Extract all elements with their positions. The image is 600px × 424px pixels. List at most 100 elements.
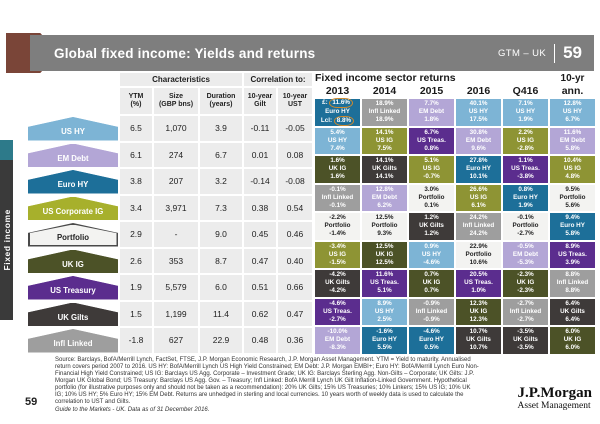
quilt-cell-name: US IG <box>375 136 394 144</box>
value-us_corporate_ig-3: 0.38 <box>244 195 276 220</box>
gtm-label: GTM – UK <box>498 47 547 59</box>
quilt-cell-2015-euro_hy: -4.6% Euro HY 0.5% <box>409 327 454 354</box>
quilt-cell-top-value: 27.8% <box>469 157 488 165</box>
value-portfolio-1: - <box>154 222 198 247</box>
quilt-cell-name: Euro HY <box>560 222 585 230</box>
quilt-cell-2014-us_hy: 8.9% US HY 2.5% <box>362 298 407 325</box>
quilt-cell-name: Infl Linked <box>462 222 495 230</box>
row-arrow-fill: UK Gilts <box>28 302 118 326</box>
column-header-0: YTM (%) <box>120 88 152 114</box>
value-portfolio-3: 0.45 <box>244 222 276 247</box>
quilt-cell-bottom-value: 5.8% <box>565 230 580 238</box>
quilt-cell-top-value: 12.3% <box>469 299 488 307</box>
quilt-cell-bottom-value: 6.1% <box>471 201 486 209</box>
quilt-cell-name: UK Gilts <box>466 336 491 344</box>
quilt-cell-top-value: -0.1% <box>517 214 534 222</box>
quilt-cell-10-yr ann.-infl_linked: 8.8% Infl Linked 8.8% <box>550 270 595 297</box>
quilt-cell-2013-us_hy: 5.4% US HY 7.4% <box>315 127 360 154</box>
value-euro_hy-2: 3.2 <box>200 169 242 194</box>
row-label-infl_linked: Infl Linked <box>28 328 118 353</box>
quilt-cell-name: US IG <box>422 165 441 173</box>
row-arrow-us_corporate_ig: US Corporate IG <box>28 196 118 220</box>
quilt-cell-top-value: -4.2% <box>329 271 346 279</box>
quilt-cell-top-value: 11.6% <box>563 128 582 136</box>
quilt-cell-2013-euro_hy: £: 11.6% Euro HY Lcl: 8.8% <box>315 98 360 127</box>
quilt-cell-top-value: 6.7% <box>424 128 439 136</box>
quilt-cell-top-value: 8.9% <box>377 299 392 307</box>
quilt-cell-2015-uk_gilts: 1.2% UK Gilts 1.2% <box>409 213 454 240</box>
quilt-cell-bottom-value: 1.2% <box>424 230 439 238</box>
quilt-cell-bottom-value: 3.9% <box>565 258 580 266</box>
row-arrow-euro_hy: Euro HY <box>28 170 118 194</box>
quilt-cell-2015-us_hy: 0.9% US HY -4.6% <box>409 241 454 268</box>
row-label-portfolio: Portfolio <box>28 222 118 247</box>
quilt-cell-bottom-value: 0.5% <box>424 344 439 352</box>
header-divider <box>554 43 556 63</box>
quilt-cell-top-value: -1.6% <box>376 328 393 336</box>
quilt-cell-top-value: 11.6% <box>375 271 394 279</box>
value-us_hy-1: 1,070 <box>154 116 198 141</box>
quilt-cell-bottom-value: 7.4% <box>330 144 345 152</box>
quilt-cell-2013-portfolio: -2.2% Portfolio -1.4% <box>315 213 360 240</box>
quilt-cell-2015-uk_ig: 0.7% UK IG 0.7% <box>409 270 454 297</box>
guide-note: Guide to the Markets - UK. Data as of 31… <box>55 407 210 413</box>
quilt-cell-top-value: 14.1% <box>375 128 394 136</box>
quilt-cell-name: US IG <box>516 136 535 144</box>
quilt-cell-bottom-value: -0.7% <box>423 173 440 181</box>
value-uk_gilts-1: 1,199 <box>154 301 198 326</box>
quilt-cell-top-value: 7.7% <box>424 100 439 108</box>
quilt-cell-name: UK IG <box>422 279 441 287</box>
quilt-cell-Q416-infl_linked: -2.7% Infl Linked -2.7% <box>503 298 548 325</box>
quilt-cell-top-value: 0.9% <box>424 242 439 250</box>
quilt-cell-2014-infl_linked: 18.9% Infl Linked 18.9% <box>362 99 407 126</box>
value-infl_linked-4: 0.36 <box>278 328 312 353</box>
quilt-cell-2015-infl_linked: -0.9% Infl Linked -0.9% <box>409 298 454 325</box>
quilt-cell-bottom-value: 2.5% <box>377 315 392 323</box>
quilt-cell-2014-us_treasury: 11.6% US Treas. 5.1% <box>362 270 407 297</box>
quilt-cell-bottom-value: 12.3% <box>469 315 488 323</box>
quilt-cell-name: Euro HY <box>419 336 444 344</box>
value-uk_gilts-0: 1.5 <box>120 301 152 326</box>
quilt-cell-2013-uk_ig: 1.6% UK IG 1.6% <box>315 156 360 183</box>
quilt-cell-name: Portfolio <box>465 250 492 258</box>
quilt-cell-bottom-value: -3.5% <box>517 344 534 352</box>
quilt-cell-10-yr ann.-uk_ig: 6.0% UK IG 6.0% <box>550 327 595 354</box>
quilt-cell-10-yr ann.-euro_hy: 9.4% Euro HY 5.8% <box>550 213 595 240</box>
row-label-text: EM Debt <box>57 153 89 163</box>
quilt-cell-name: UK Gilts <box>372 165 397 173</box>
value-infl_linked-3: 0.48 <box>244 328 276 353</box>
quilt-grid: 2013 2014 2015 2016 Q416 ann. £: 11.6% Euro HY L… <box>315 85 595 354</box>
value-us_hy-3: -0.11 <box>244 116 276 141</box>
quilt-cell-bottom-value: -4.6% <box>423 258 440 266</box>
quilt-cell-top-value: 9.4% <box>565 214 580 222</box>
quilt-column-header-5: ann. <box>561 85 584 97</box>
row-arrow-us_treasury: US Treasury <box>28 276 118 300</box>
quilt-cell-name: EM Debt <box>324 336 351 344</box>
value-euro_hy-4: -0.08 <box>278 169 312 194</box>
quilt-cell-name: Euro HY <box>325 108 350 116</box>
quilt-cell-bottom-value: 24.2% <box>469 230 488 238</box>
quilt-cell-top-value: -2.3% <box>517 271 534 279</box>
quilt-cell-bottom-value: 5.6% <box>565 201 580 209</box>
quilt-cell-top-value: -3.5% <box>517 328 534 336</box>
quilt-cell-top-value: -10.0% <box>327 328 348 336</box>
quilt-cell-bottom-value: 1.8% <box>424 116 439 124</box>
quilt-column-header-2: 2015 <box>419 85 444 97</box>
quilt-cell-2013-us_ig: -3.4% US IG -1.5% <box>315 241 360 268</box>
quilt-cell-2016-us_hy: 40.1% US HY 17.5% <box>456 99 501 126</box>
quilt-cell-top-value: 10.7% <box>469 328 488 336</box>
value-euro_hy-3: -0.14 <box>244 169 276 194</box>
quilt-cell-2015-portfolio: 3.0% Portfolio 0.1% <box>409 184 454 211</box>
quilt-cell-top-value: 7.1% <box>518 100 533 108</box>
value-us_treasury-3: 0.51 <box>244 275 276 300</box>
section-tab-fixed-income[interactable]: Fixed income <box>0 140 13 320</box>
value-euro_hy-0: 3.8 <box>120 169 152 194</box>
row-arrow-em_debt: EM Debt <box>28 143 118 167</box>
quilt-cell-10-yr ann.-portfolio: 9.5% Portfolio 5.6% <box>550 184 595 211</box>
tenyr-header-line1: 10-yr <box>560 73 585 84</box>
value-uk_ig-3: 0.47 <box>244 248 276 273</box>
quilt-cell-bottom-value: 6.7% <box>565 116 580 124</box>
characteristics-table: Characteristics Correlation to: YTM (%) S… <box>28 73 312 353</box>
value-us_treasury-0: 1.9 <box>120 275 152 300</box>
row-arrow-fill: US Corporate IG <box>28 196 118 220</box>
